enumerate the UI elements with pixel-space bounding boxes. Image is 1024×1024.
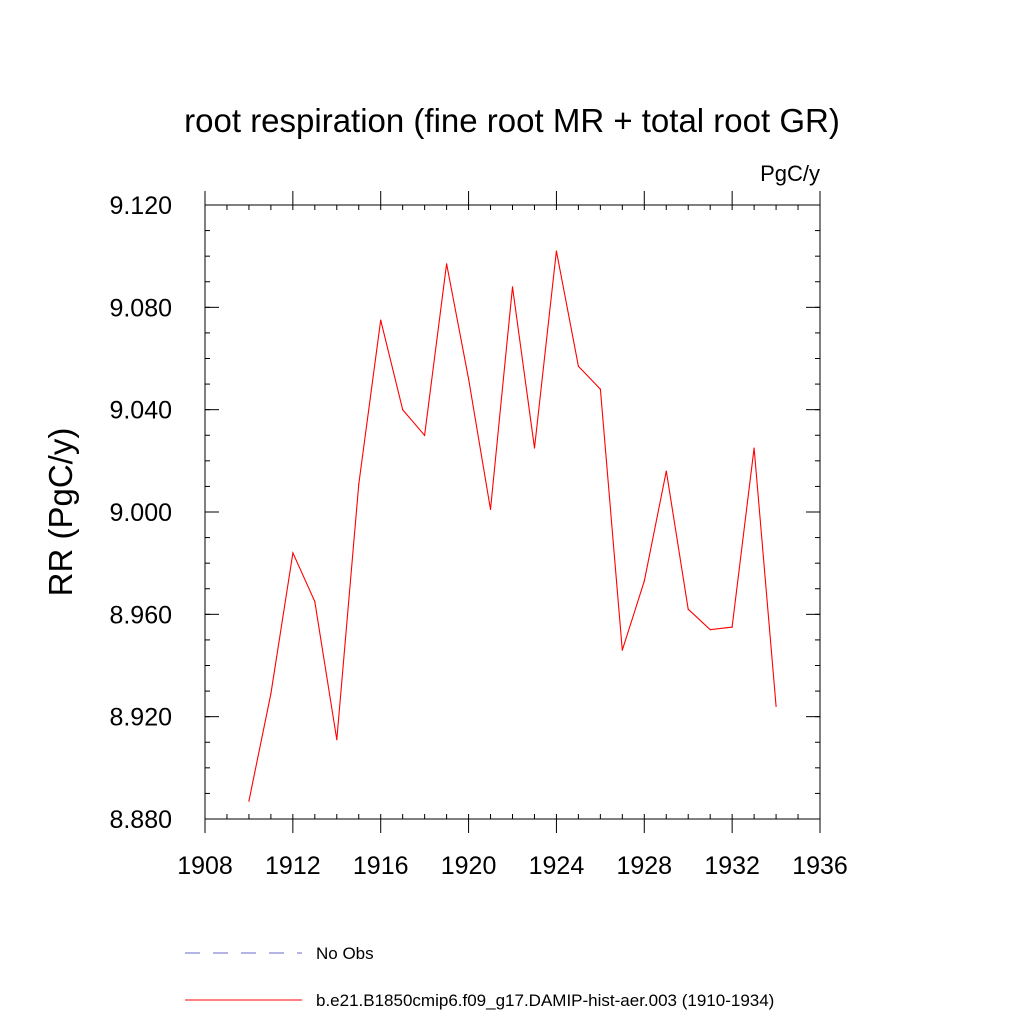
series-points: [248, 250, 777, 802]
data-point: [336, 739, 338, 741]
y-tick-label: 9.000: [109, 499, 172, 527]
y-tick-label: 8.920: [109, 704, 172, 732]
x-tick-label: 1908: [177, 852, 233, 880]
legend-label-no-obs: No Obs: [316, 944, 374, 963]
data-point: [753, 447, 755, 449]
x-tick-label: 1920: [441, 852, 497, 880]
data-point: [358, 483, 360, 485]
data-point: [402, 409, 404, 411]
data-point: [292, 552, 294, 554]
y-axis: 8.880 8.920 8.960 9.000 9.040 9.080 9.120: [109, 192, 820, 834]
x-tick-label: 1924: [529, 852, 585, 880]
x-tick-label: 1932: [704, 852, 760, 880]
y-tick-label: 8.880: [109, 806, 172, 834]
x-tick-label: 1916: [353, 852, 409, 880]
data-point: [775, 705, 777, 708]
units-label: PgC/y: [760, 161, 820, 186]
data-point: [270, 693, 272, 695]
data-point: [248, 800, 250, 802]
minor-ticks: [204, 204, 821, 820]
data-point: [446, 263, 448, 265]
x-tick-label: 1912: [265, 852, 321, 880]
data-point: [511, 286, 514, 288]
y-axis-label: RR (PgC/y): [42, 428, 79, 597]
data-point: [643, 580, 645, 582]
series-line-hist-aer: [248, 250, 777, 802]
data-point: [709, 629, 711, 631]
data-point: [467, 378, 470, 380]
data-point: [599, 388, 601, 390]
data-point: [687, 608, 689, 610]
x-tick-label: 1928: [616, 852, 672, 880]
data-point: [424, 434, 426, 436]
data-point: [577, 365, 579, 367]
chart-title: root respiration (fine root MR + total r…: [184, 102, 840, 139]
legend: No Obs b.e21.B1850cmip6.f09_g17.DAMIP-hi…: [185, 944, 774, 1010]
data-point: [314, 600, 316, 603]
data-point: [555, 250, 558, 252]
data-point: [533, 447, 536, 449]
y-tick-label: 9.080: [109, 294, 172, 322]
x-tick-label: 1936: [792, 852, 848, 880]
data-point: [731, 626, 733, 628]
data-point: [621, 649, 623, 651]
y-tick-label: 9.120: [109, 192, 172, 220]
y-tick-label: 8.960: [109, 601, 172, 629]
plot-frame: [204, 204, 821, 820]
data-point: [489, 508, 492, 511]
legend-label-hist-aer: b.e21.B1850cmip6.f09_g17.DAMIP-hist-aer.…: [316, 991, 774, 1010]
data-point: [380, 319, 382, 321]
data-point: [665, 470, 667, 472]
y-tick-label: 9.040: [109, 397, 172, 425]
x-axis: 1908 1912 1916 1920 1924 1928 1932 1936: [177, 191, 848, 880]
